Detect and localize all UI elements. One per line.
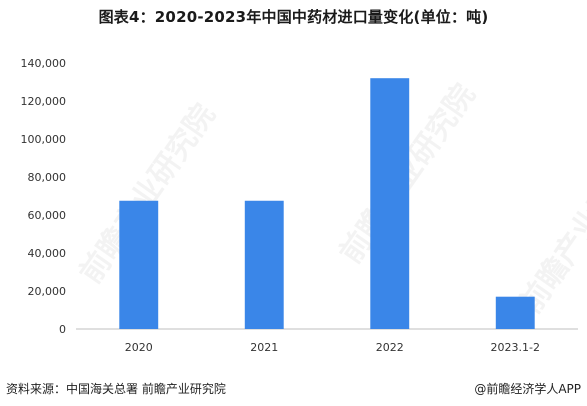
y-tick-label: 140,000 — [21, 57, 67, 70]
bar — [370, 78, 410, 329]
bar — [244, 200, 284, 329]
bar — [495, 296, 535, 329]
source-note: 资料来源：中国海关总署 前瞻产业研究院 — [6, 382, 226, 396]
x-tick-label: 2020 — [125, 341, 153, 354]
bar — [119, 200, 159, 329]
y-tick-label: 20,000 — [28, 285, 67, 298]
x-tick-label: 2023.1-2 — [491, 341, 540, 354]
y-tick-label: 100,000 — [21, 133, 67, 146]
y-tick-label: 40,000 — [28, 247, 67, 260]
y-tick-label: 120,000 — [21, 95, 67, 108]
x-tick-label: 2022 — [376, 341, 404, 354]
chart-title: 图表4：2020-2023年中国中药材进口量变化(单位：吨) — [98, 8, 489, 26]
y-tick-label: 80,000 — [28, 171, 67, 184]
y-tick-label: 60,000 — [28, 209, 67, 222]
y-tick-label: 0 — [59, 323, 66, 336]
x-tick-label: 2021 — [250, 341, 278, 354]
brand-credit: @前瞻经济学人APP — [474, 382, 581, 396]
